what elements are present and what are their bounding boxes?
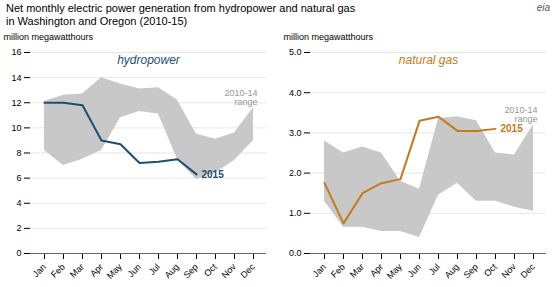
svg-text:May: May [385, 261, 404, 280]
svg-text:Mar: Mar [348, 262, 366, 280]
svg-text:Jul: Jul [427, 262, 442, 277]
svg-text:Aug: Aug [163, 262, 181, 280]
html-text:in Washington and Oregon (2010: in Washington and Oregon (2010-15) [6, 15, 188, 27]
svg-text:Sep: Sep [462, 262, 480, 280]
svg-text:0.0: 0.0 [289, 248, 302, 258]
svg-text:natural gas: natural gas [399, 53, 458, 67]
svg-text:2010-14range: 2010-14range [224, 88, 257, 107]
svg-text:2015: 2015 [501, 123, 524, 134]
svg-text:2015: 2015 [202, 169, 225, 180]
svg-text:12: 12 [11, 98, 21, 108]
svg-text:Oct: Oct [202, 261, 219, 278]
svg-text:May: May [105, 261, 124, 280]
svg-text:Nov: Nov [500, 261, 519, 280]
svg-text:Jun: Jun [406, 262, 423, 279]
html-text:eia: eia [536, 2, 550, 13]
svg-text:2: 2 [16, 223, 21, 233]
svg-text:Nov: Nov [220, 261, 239, 280]
html-text:Net monthly electric power gen: Net monthly electric power generation fr… [6, 2, 356, 14]
svg-text:3.0: 3.0 [289, 128, 302, 138]
svg-text:8: 8 [16, 148, 21, 158]
svg-text:Dec: Dec [239, 261, 258, 280]
svg-text:5.0: 5.0 [289, 47, 302, 57]
svg-text:Feb: Feb [49, 262, 67, 280]
svg-text:Jan: Jan [311, 262, 328, 279]
svg-text:Jul: Jul [147, 262, 162, 277]
svg-text:10: 10 [11, 123, 21, 133]
svg-text:Jan: Jan [31, 262, 48, 279]
svg-text:16: 16 [11, 47, 21, 57]
svg-text:million megawatthours: million megawatthours [284, 32, 374, 42]
svg-text:6: 6 [16, 173, 21, 183]
svg-text:Oct: Oct [482, 261, 499, 278]
svg-text:2010-14range: 2010-14range [504, 105, 537, 124]
svg-text:Apr: Apr [88, 262, 105, 279]
svg-text:Apr: Apr [368, 262, 385, 279]
svg-text:million megawatthours: million megawatthours [4, 32, 94, 42]
svg-text:4: 4 [16, 198, 21, 208]
svg-text:hydropower: hydropower [117, 53, 181, 67]
svg-text:Dec: Dec [519, 261, 538, 280]
svg-text:Mar: Mar [68, 262, 86, 280]
svg-text:Jun: Jun [126, 262, 143, 279]
svg-text:4.0: 4.0 [289, 88, 302, 98]
svg-text:1.0: 1.0 [289, 208, 302, 218]
svg-text:Aug: Aug [443, 262, 461, 280]
svg-text:2.0: 2.0 [289, 168, 302, 178]
svg-text:14: 14 [11, 73, 21, 83]
svg-text:0: 0 [16, 248, 21, 258]
svg-text:Sep: Sep [182, 262, 200, 280]
svg-text:Feb: Feb [329, 262, 347, 280]
